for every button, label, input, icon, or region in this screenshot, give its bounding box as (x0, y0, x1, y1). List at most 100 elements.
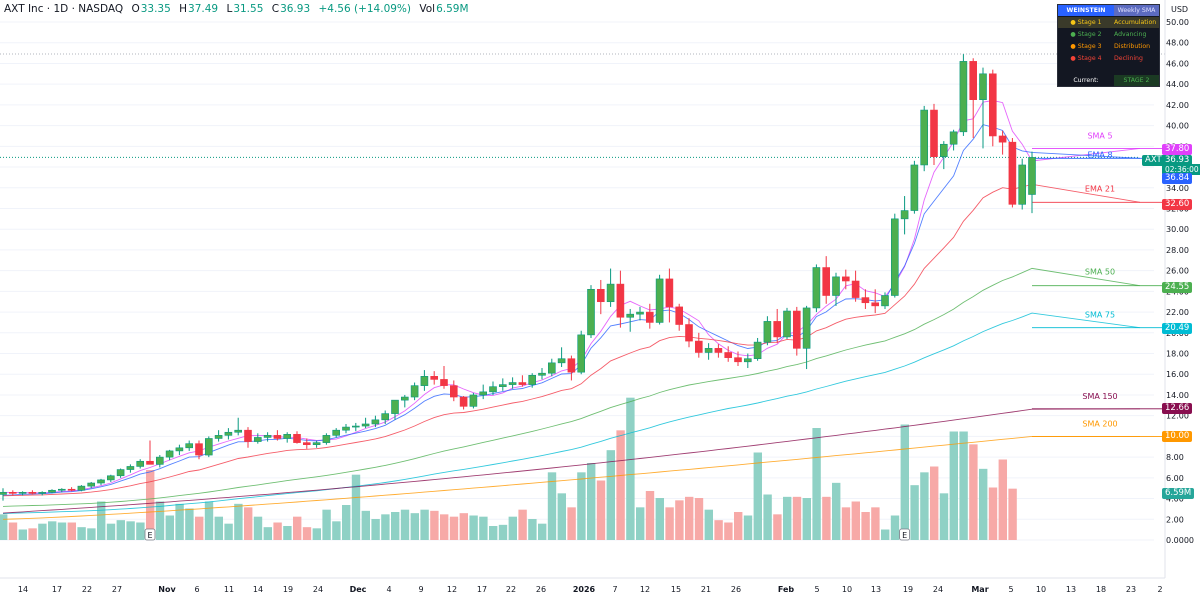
price-tick-label: 2.00 (1166, 515, 1184, 524)
volume-bar (567, 507, 576, 540)
candle-body (479, 391, 488, 396)
volume-bar (920, 472, 929, 540)
price-tick-label: 18.00 (1166, 350, 1189, 359)
candle-body (107, 475, 115, 481)
volume-bars (0, 397, 1017, 540)
price-tick-label: 26.00 (1166, 267, 1189, 276)
candle-body (175, 447, 184, 452)
time-tick-label: 13 (871, 585, 881, 594)
volume-bar (67, 522, 76, 540)
change-value: +4.56 (+14.09%) (318, 3, 412, 15)
candle-body (832, 276, 840, 296)
stage4-label: ● Stage 4 (1070, 55, 1102, 62)
volume-bar (606, 450, 615, 540)
volume-bar (165, 515, 174, 540)
time-tick-label: 5 (1008, 585, 1013, 594)
candle-body (430, 376, 439, 380)
volume-bar (185, 508, 194, 540)
volume-bar (508, 516, 517, 540)
symbol-title[interactable]: AXT Inc · 1D · NASDAQ (4, 3, 124, 15)
volume-bar (38, 523, 47, 540)
volume-bar (959, 431, 968, 540)
volume-bar (332, 521, 341, 540)
volume-bar (420, 509, 429, 540)
price-tick-label: 40.00 (1166, 122, 1189, 131)
candle-body (449, 385, 458, 398)
candle-body (606, 283, 615, 303)
volume-bar (596, 480, 606, 540)
volume-bar (155, 501, 165, 540)
close-label: C (271, 3, 280, 15)
candle-body (459, 396, 468, 407)
price-tick-label: 14.00 (1166, 391, 1189, 400)
time-tick-label: 10 (1036, 585, 1046, 594)
volume-bar (489, 526, 498, 540)
candle-body (234, 429, 242, 433)
candle-body (332, 429, 341, 436)
candle-body (498, 384, 507, 387)
ma-line-sma75 (2, 312, 1141, 514)
candle-body (67, 488, 76, 491)
price-axis[interactable]: USD50.0048.0046.0044.0042.0040.0038.0036… (1166, 5, 1194, 545)
candle-body (273, 435, 282, 439)
candle-body (508, 382, 517, 385)
volume-bar (459, 513, 468, 540)
candle-body (420, 376, 429, 386)
volume-bar (694, 498, 704, 540)
candle-body (9, 492, 17, 494)
last-price-tag: 36.93 (1162, 155, 1193, 166)
time-tick-label: 22 (506, 585, 516, 594)
price-tick-label: 50.00 (1166, 18, 1189, 27)
open-value: 33.35 (140, 3, 171, 15)
weinstein-row-stage1: ● Stage 1 Accumulation (1058, 17, 1159, 28)
candle-body (302, 442, 311, 445)
time-tick-label: Mar (971, 585, 988, 594)
countdown-tag: 02:36:00 (1162, 164, 1200, 175)
candle-body (930, 109, 938, 157)
earnings-marker[interactable] (899, 528, 910, 541)
candle-body (822, 267, 831, 296)
volume-bar (361, 510, 370, 540)
time-tick-label: 12 (640, 585, 650, 594)
ma-line-ema8 (2, 124, 1141, 496)
candle-body (841, 276, 850, 282)
volume-bar (302, 527, 312, 540)
weinstein-row-stage4: ● Stage 4 Declining (1058, 53, 1159, 64)
time-tick-label: Feb (778, 585, 795, 594)
time-tick-label: 9 (418, 585, 423, 594)
volume-bar (685, 496, 694, 540)
volume-bar (665, 507, 674, 540)
candle-body (910, 164, 919, 211)
volume-bar (518, 509, 527, 540)
volume-bar (136, 522, 145, 540)
candle-body (547, 362, 556, 374)
candle-body (979, 73, 987, 101)
volume-bar (312, 528, 321, 540)
volume-bar (253, 516, 263, 540)
overlay-label-sma5: SMA 5 (1087, 131, 1112, 140)
volume-bar (498, 524, 508, 540)
ma-line-sma50 (2, 267, 1141, 507)
time-tick-label: 13 (1066, 585, 1076, 594)
candle-body (792, 310, 801, 349)
volume-bar (714, 520, 723, 540)
time-tick-label: Dec (350, 585, 367, 594)
volume-bar (18, 529, 27, 540)
sma50-price-tag: 24.55 (1162, 282, 1193, 293)
price-tick-label: 12.00 (1166, 412, 1189, 421)
candle-body (440, 379, 448, 386)
candle-body (57, 488, 66, 491)
time-axis[interactable]: 14 17 22 27 Nov 6 11 14 19 24 Dec 4 9 12 17 22 26 2026 7 12… (18, 585, 1163, 594)
volume-bar (939, 493, 949, 540)
weinstein-current-row: Current: STAGE 2 (1058, 75, 1159, 86)
time-tick-label: 26 (731, 585, 741, 594)
candle-body (655, 278, 664, 323)
volume-bar (381, 514, 390, 540)
low-label: L (226, 3, 233, 15)
ema21-price-tag: 32.60 (1162, 199, 1193, 210)
candle-body (205, 438, 213, 456)
high-value: 37.49 (188, 3, 219, 15)
earnings-marker[interactable] (144, 528, 156, 541)
volume-bar (351, 474, 361, 540)
